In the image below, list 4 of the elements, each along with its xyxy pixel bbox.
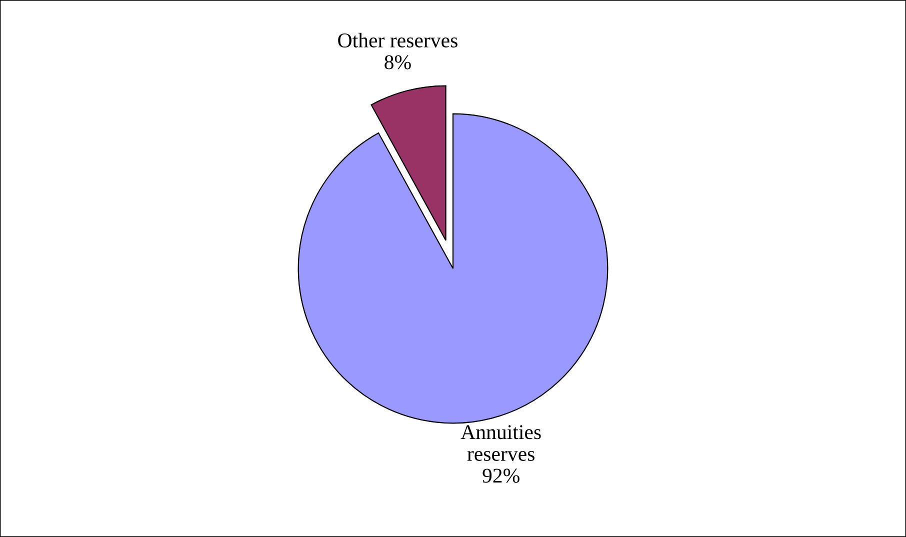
data-label: 92%	[482, 468, 520, 483]
slice-label: Other reserves	[338, 32, 458, 48]
slice-label: Annuities reserves	[460, 425, 541, 461]
data-label: 8%	[384, 55, 411, 70]
